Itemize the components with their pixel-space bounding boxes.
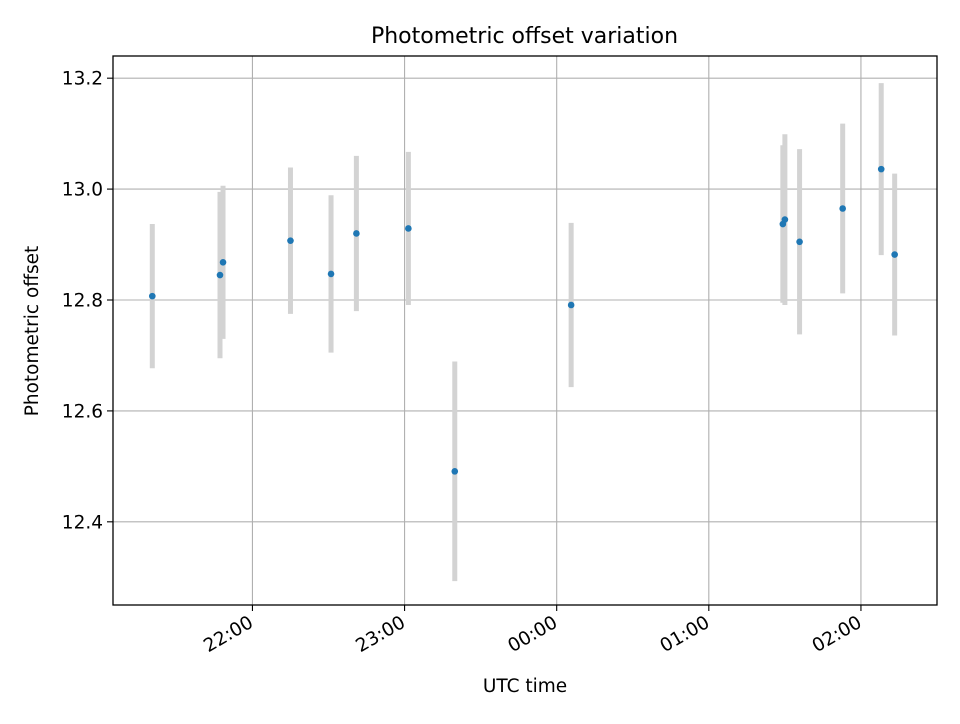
data-point [839,205,846,212]
y-tick-label: 13.2 [62,69,103,90]
x-axis-label: UTC time [483,676,567,697]
x-tick-label: 23:00 [352,612,409,657]
chart-title: Photometric offset variation [371,24,678,49]
data-point [219,258,227,266]
grid [113,56,937,605]
y-axis-ticks: 12.4 12.6 12.8 13.0 13.2 [62,69,113,533]
data-point [796,238,803,246]
y-tick-label: 12.6 [62,401,103,422]
data-points [148,165,898,475]
x-axis-ticks: 22:00 23:00 00:00 01:00 02:00 [200,605,865,657]
data-point [327,270,335,278]
x-tick-label: 22:00 [200,612,257,657]
y-tick-label: 12.4 [62,512,103,533]
y-tick-label: 13.0 [62,180,103,201]
data-point [353,230,360,237]
data-point [287,237,294,244]
errorbars [149,83,898,582]
x-tick-label: 00:00 [505,612,562,657]
x-tick-label: 02:00 [809,612,866,657]
data-point [451,468,459,475]
data-point [567,301,575,309]
y-tick-label: 12.8 [62,291,103,312]
data-point [877,165,885,173]
y-axis-label: Photometric offset [22,246,43,417]
data-point [891,251,898,258]
plot-frame [112,55,938,606]
data-point [148,292,156,300]
data-point [405,225,412,232]
data-point [781,216,789,223]
x-tick-label: 01:00 [657,612,714,657]
data-point [216,271,224,279]
